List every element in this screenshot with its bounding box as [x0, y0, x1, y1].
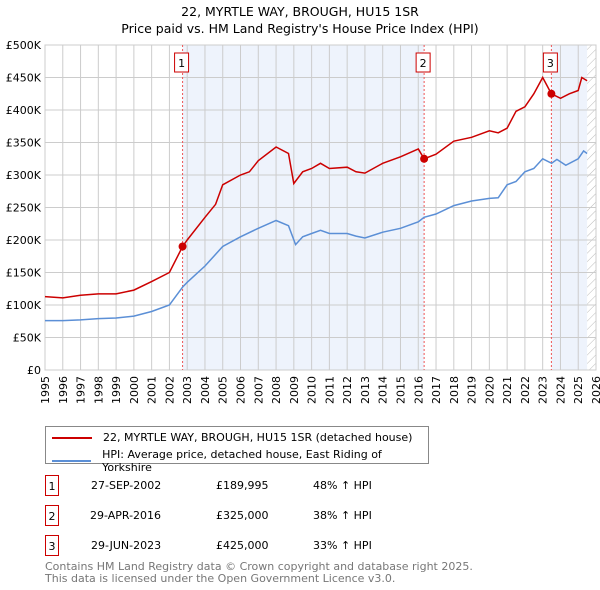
x-tick-label: 2018: [448, 376, 461, 404]
x-tick-label: 2024: [554, 376, 567, 404]
x-tick-label: 2010: [306, 376, 319, 404]
x-tick-label: 1995: [39, 376, 52, 404]
plot-frame: [44, 44, 597, 371]
x-tick-label: 2017: [430, 376, 443, 404]
y-tick-label: £50K: [13, 332, 42, 345]
price-chart: 1995 1996 1997 1998 1999 2000 2001 2002 2003 2004…: [6, 39, 600, 404]
x-tick-label: 2022: [519, 376, 532, 404]
x-tick-label: 1999: [110, 376, 123, 404]
x-tick-label: 1996: [57, 376, 70, 404]
sale-marker-badge: 3: [45, 535, 59, 556]
sale-label-box: [542, 52, 558, 73]
sale-date: 29-APR-2016: [90, 509, 162, 522]
y-tick-label: £500K: [6, 39, 42, 52]
sale-hpi-diff: 48% ↑ HPI: [313, 479, 372, 492]
legend-swatch-hpi: [52, 460, 92, 462]
legend: 22, MYRTLE WAY, BROUGH, HU15 1SR (detach…: [45, 426, 429, 474]
y-tick-label: £200K: [6, 234, 42, 247]
chart-title: 22, MYRTLE WAY, BROUGH, HU15 1SR: [181, 4, 419, 19]
sale-label-box: [415, 52, 431, 73]
sale-price: £189,995: [216, 479, 269, 492]
sale-marker-badge: 2: [45, 505, 59, 526]
footer-copyright: Contains HM Land Registry data © Crown c…: [45, 560, 473, 573]
y-tick-label: £300K: [6, 169, 42, 182]
x-tick-label: 2002: [163, 376, 176, 404]
sale-row: 1 27-SEP-2002 £189,995 48% ↑ HPI: [45, 475, 445, 497]
sale-hpi-diff: 33% ↑ HPI: [313, 539, 372, 552]
sale-price: £425,000: [216, 539, 269, 552]
x-tick-label: 2016: [412, 376, 425, 404]
sale-hpi-diff: 38% ↑ HPI: [313, 509, 372, 522]
x-tick-label: 2019: [466, 376, 479, 404]
series-line: [44, 75, 588, 299]
y-tick-label: £350K: [6, 137, 42, 150]
sale-row: 2 29-APR-2016 £325,000 38% ↑ HPI: [45, 505, 445, 527]
sale-marker-badge: 1: [45, 475, 59, 496]
x-tick-label: 1998: [92, 376, 105, 404]
sale-label-box: [174, 52, 190, 73]
y-tick-label: £100K: [6, 299, 42, 312]
x-tick-label: 2025: [572, 376, 585, 404]
x-tick-label: 2007: [252, 376, 265, 404]
sale-price: £325,000: [216, 509, 269, 522]
sale-point: [547, 89, 556, 98]
x-tick-label: 2004: [199, 376, 212, 404]
x-tick-label: 2006: [235, 376, 248, 404]
y-tick-label: £400K: [6, 104, 42, 117]
sale-date: 27-SEP-2002: [91, 479, 162, 492]
y-tick-label: £450K: [6, 72, 42, 85]
legend-label-property: 22, MYRTLE WAY, BROUGH, HU15 1SR (detach…: [103, 431, 413, 444]
x-tick-label: 2008: [270, 376, 283, 404]
sale-date: 29-JUN-2023: [91, 539, 162, 552]
sale-point: [420, 154, 429, 163]
sale-point: [178, 242, 187, 251]
x-tick-label: 2015: [394, 376, 407, 404]
x-tick-label: 2011: [323, 376, 336, 404]
x-tick-label: 2001: [146, 376, 159, 404]
y-tick-label: £0: [27, 364, 41, 377]
x-tick-label: 2020: [483, 376, 496, 404]
x-tick-label: 1997: [75, 376, 88, 404]
series-line: [45, 149, 588, 322]
sale-label: 3: [547, 57, 554, 70]
x-tick-label: 2013: [359, 376, 372, 404]
x-tick-label: 2014: [377, 376, 390, 404]
sale-row: 3 29-JUN-2023 £425,000 33% ↑ HPI: [45, 535, 445, 557]
y-tick-label: £250K: [6, 202, 42, 215]
legend-swatch-property: [52, 436, 92, 439]
x-tick-label: 2026: [590, 376, 600, 404]
x-tick-label: 2012: [341, 376, 354, 404]
y-tick-label: £150K: [6, 267, 42, 280]
x-tick-label: 2023: [537, 376, 550, 404]
sale-label: 2: [420, 57, 427, 70]
x-tick-label: 2009: [288, 376, 301, 404]
legend-label-hpi: HPI: Average price, detached house, East…: [102, 448, 382, 474]
sale-label: 1: [178, 57, 185, 70]
x-tick-label: 2021: [501, 376, 514, 404]
chart-subtitle: Price paid vs. HM Land Registry's House …: [121, 21, 479, 36]
footer-licence: This data is licensed under the Open Gov…: [45, 572, 396, 585]
x-tick-label: 2005: [217, 376, 230, 404]
x-tick-label: 2003: [181, 376, 194, 404]
x-tick-label: 2000: [128, 376, 141, 404]
